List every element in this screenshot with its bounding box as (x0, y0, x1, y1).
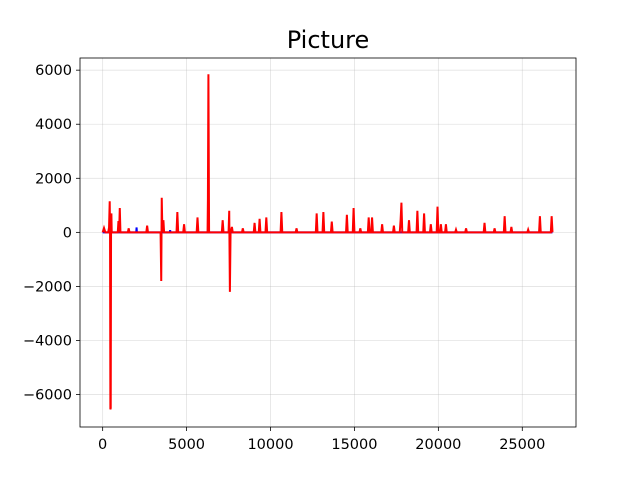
y-tick-label: −6000 (23, 388, 72, 404)
y-axis: −6000 −4000 −2000 0 2000 4000 6000 (23, 63, 80, 404)
chart-title: Picture (287, 26, 370, 54)
y-tick-label: 6000 (35, 63, 72, 79)
y-tick-label: 0 (63, 225, 72, 241)
x-axis: 0 5000 10000 15000 20000 25000 (98, 427, 545, 453)
plot-background (80, 58, 576, 427)
y-tick-label: −2000 (23, 279, 72, 295)
y-tick-label: −4000 (23, 333, 72, 349)
x-tick-label: 5000 (168, 437, 205, 453)
y-tick-label: 2000 (35, 171, 72, 187)
series-group (101, 74, 554, 410)
series-line-foreground (101, 74, 554, 410)
x-tick-label: 10000 (247, 437, 293, 453)
x-tick-label: 0 (98, 437, 107, 453)
plot-frame (79, 57, 577, 428)
x-tick-label: 15000 (331, 437, 377, 453)
x-tick-label: 20000 (415, 437, 461, 453)
y-tick-label: 4000 (35, 117, 72, 133)
x-tick-label: 25000 (499, 437, 545, 453)
